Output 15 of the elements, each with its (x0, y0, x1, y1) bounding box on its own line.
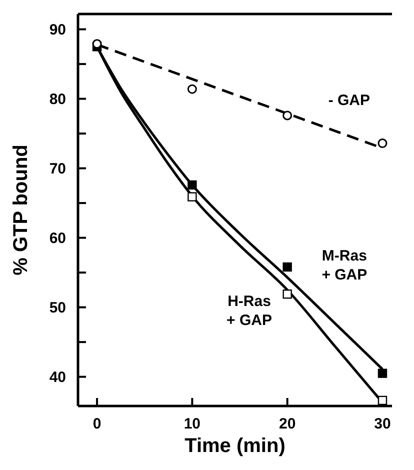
y-tick-label: 60 (49, 230, 66, 248)
y-tick-label: 50 (49, 300, 66, 317)
y-tick-label: 40 (49, 369, 66, 386)
x-tick-label: 20 (278, 416, 296, 433)
x-tick-label: 0 (92, 416, 102, 433)
x-tick-label: 10 (184, 416, 201, 433)
annotation: - GAP (328, 92, 370, 109)
x-axis-title: Time (min) (184, 435, 286, 457)
annotation: H-Ras + GAP (226, 292, 272, 329)
y-tick-label: 80 (49, 91, 66, 108)
x-tick-label: 30 (374, 416, 391, 433)
y-axis-title: % GTP bound (10, 144, 32, 276)
y-tick-label: 90 (49, 22, 66, 39)
annotation: M-Ras + GAP (322, 248, 368, 284)
y-tick-label: 70 (49, 160, 66, 178)
